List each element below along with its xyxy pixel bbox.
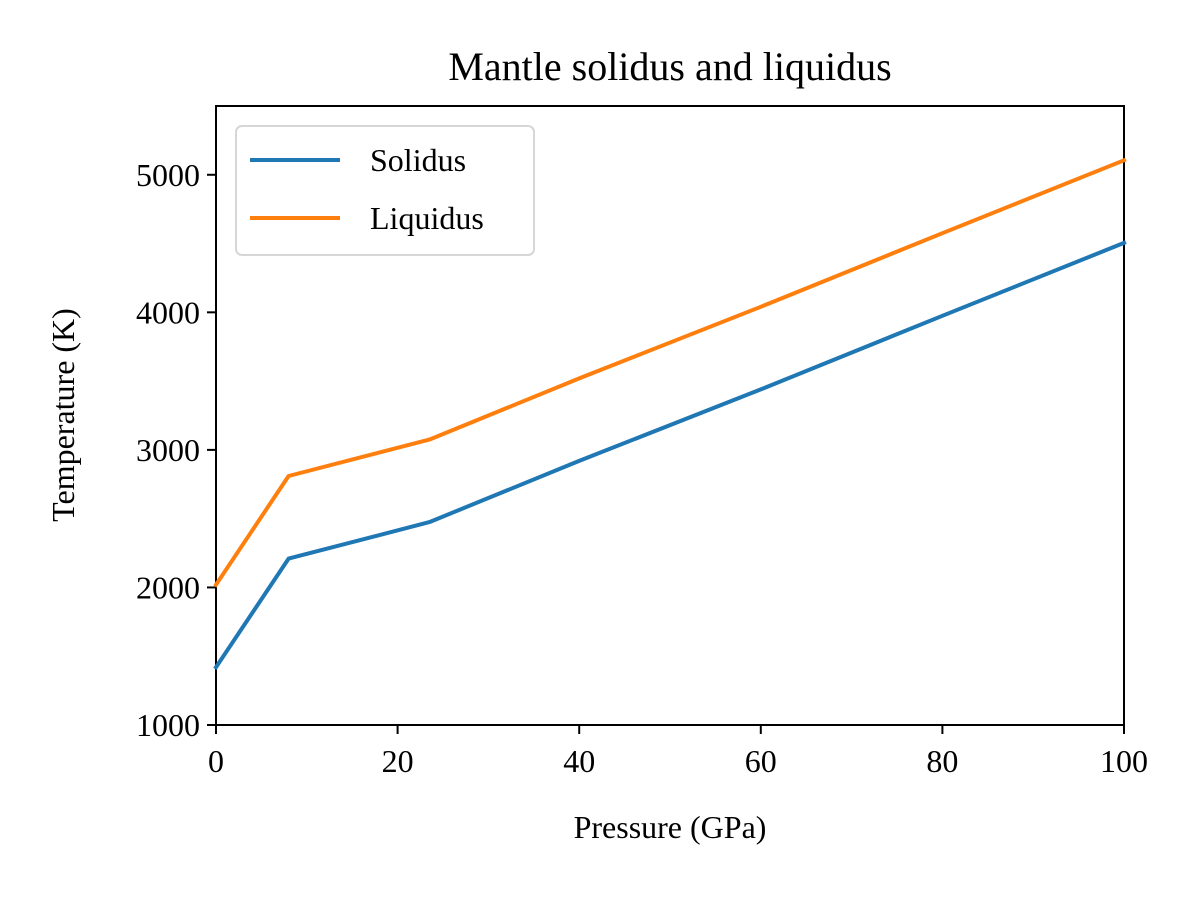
x-tick-label: 80: [926, 743, 958, 779]
y-tick-label: 1000: [136, 707, 200, 743]
plot-frame: [215, 105, 1125, 726]
x-axis: 0 20 40 60 80 100: [208, 725, 1148, 779]
y-tick-label: 2000: [136, 569, 200, 605]
series-lines: [213, 157, 1127, 670]
y-tick-label: 4000: [136, 294, 200, 330]
legend-entries: Solidus Liquidus: [250, 142, 484, 236]
series-line-liquidus: [213, 157, 1127, 588]
x-tick-label: 0: [208, 743, 224, 779]
x-tick-label: 40: [563, 743, 595, 779]
chart-title: Mantle solidus and liquidus: [448, 44, 891, 89]
series-line-solidus: [213, 240, 1127, 670]
legend-label-liquidus: Liquidus: [370, 200, 484, 236]
y-axis: 1000 2000 3000 4000 5000: [136, 157, 216, 743]
legend: Solidus Liquidus: [235, 125, 535, 256]
y-tick-label: 5000: [136, 157, 200, 193]
x-tick-label: 60: [745, 743, 777, 779]
plot-area: [215, 105, 1125, 726]
y-axis-label: Temperature (K): [45, 308, 81, 522]
y-tick-label: 3000: [136, 432, 200, 468]
x-tick-label: 100: [1100, 743, 1148, 779]
x-tick-label: 20: [382, 743, 414, 779]
x-axis-label: Pressure (GPa): [574, 809, 767, 845]
legend-label-solidus: Solidus: [370, 142, 466, 178]
